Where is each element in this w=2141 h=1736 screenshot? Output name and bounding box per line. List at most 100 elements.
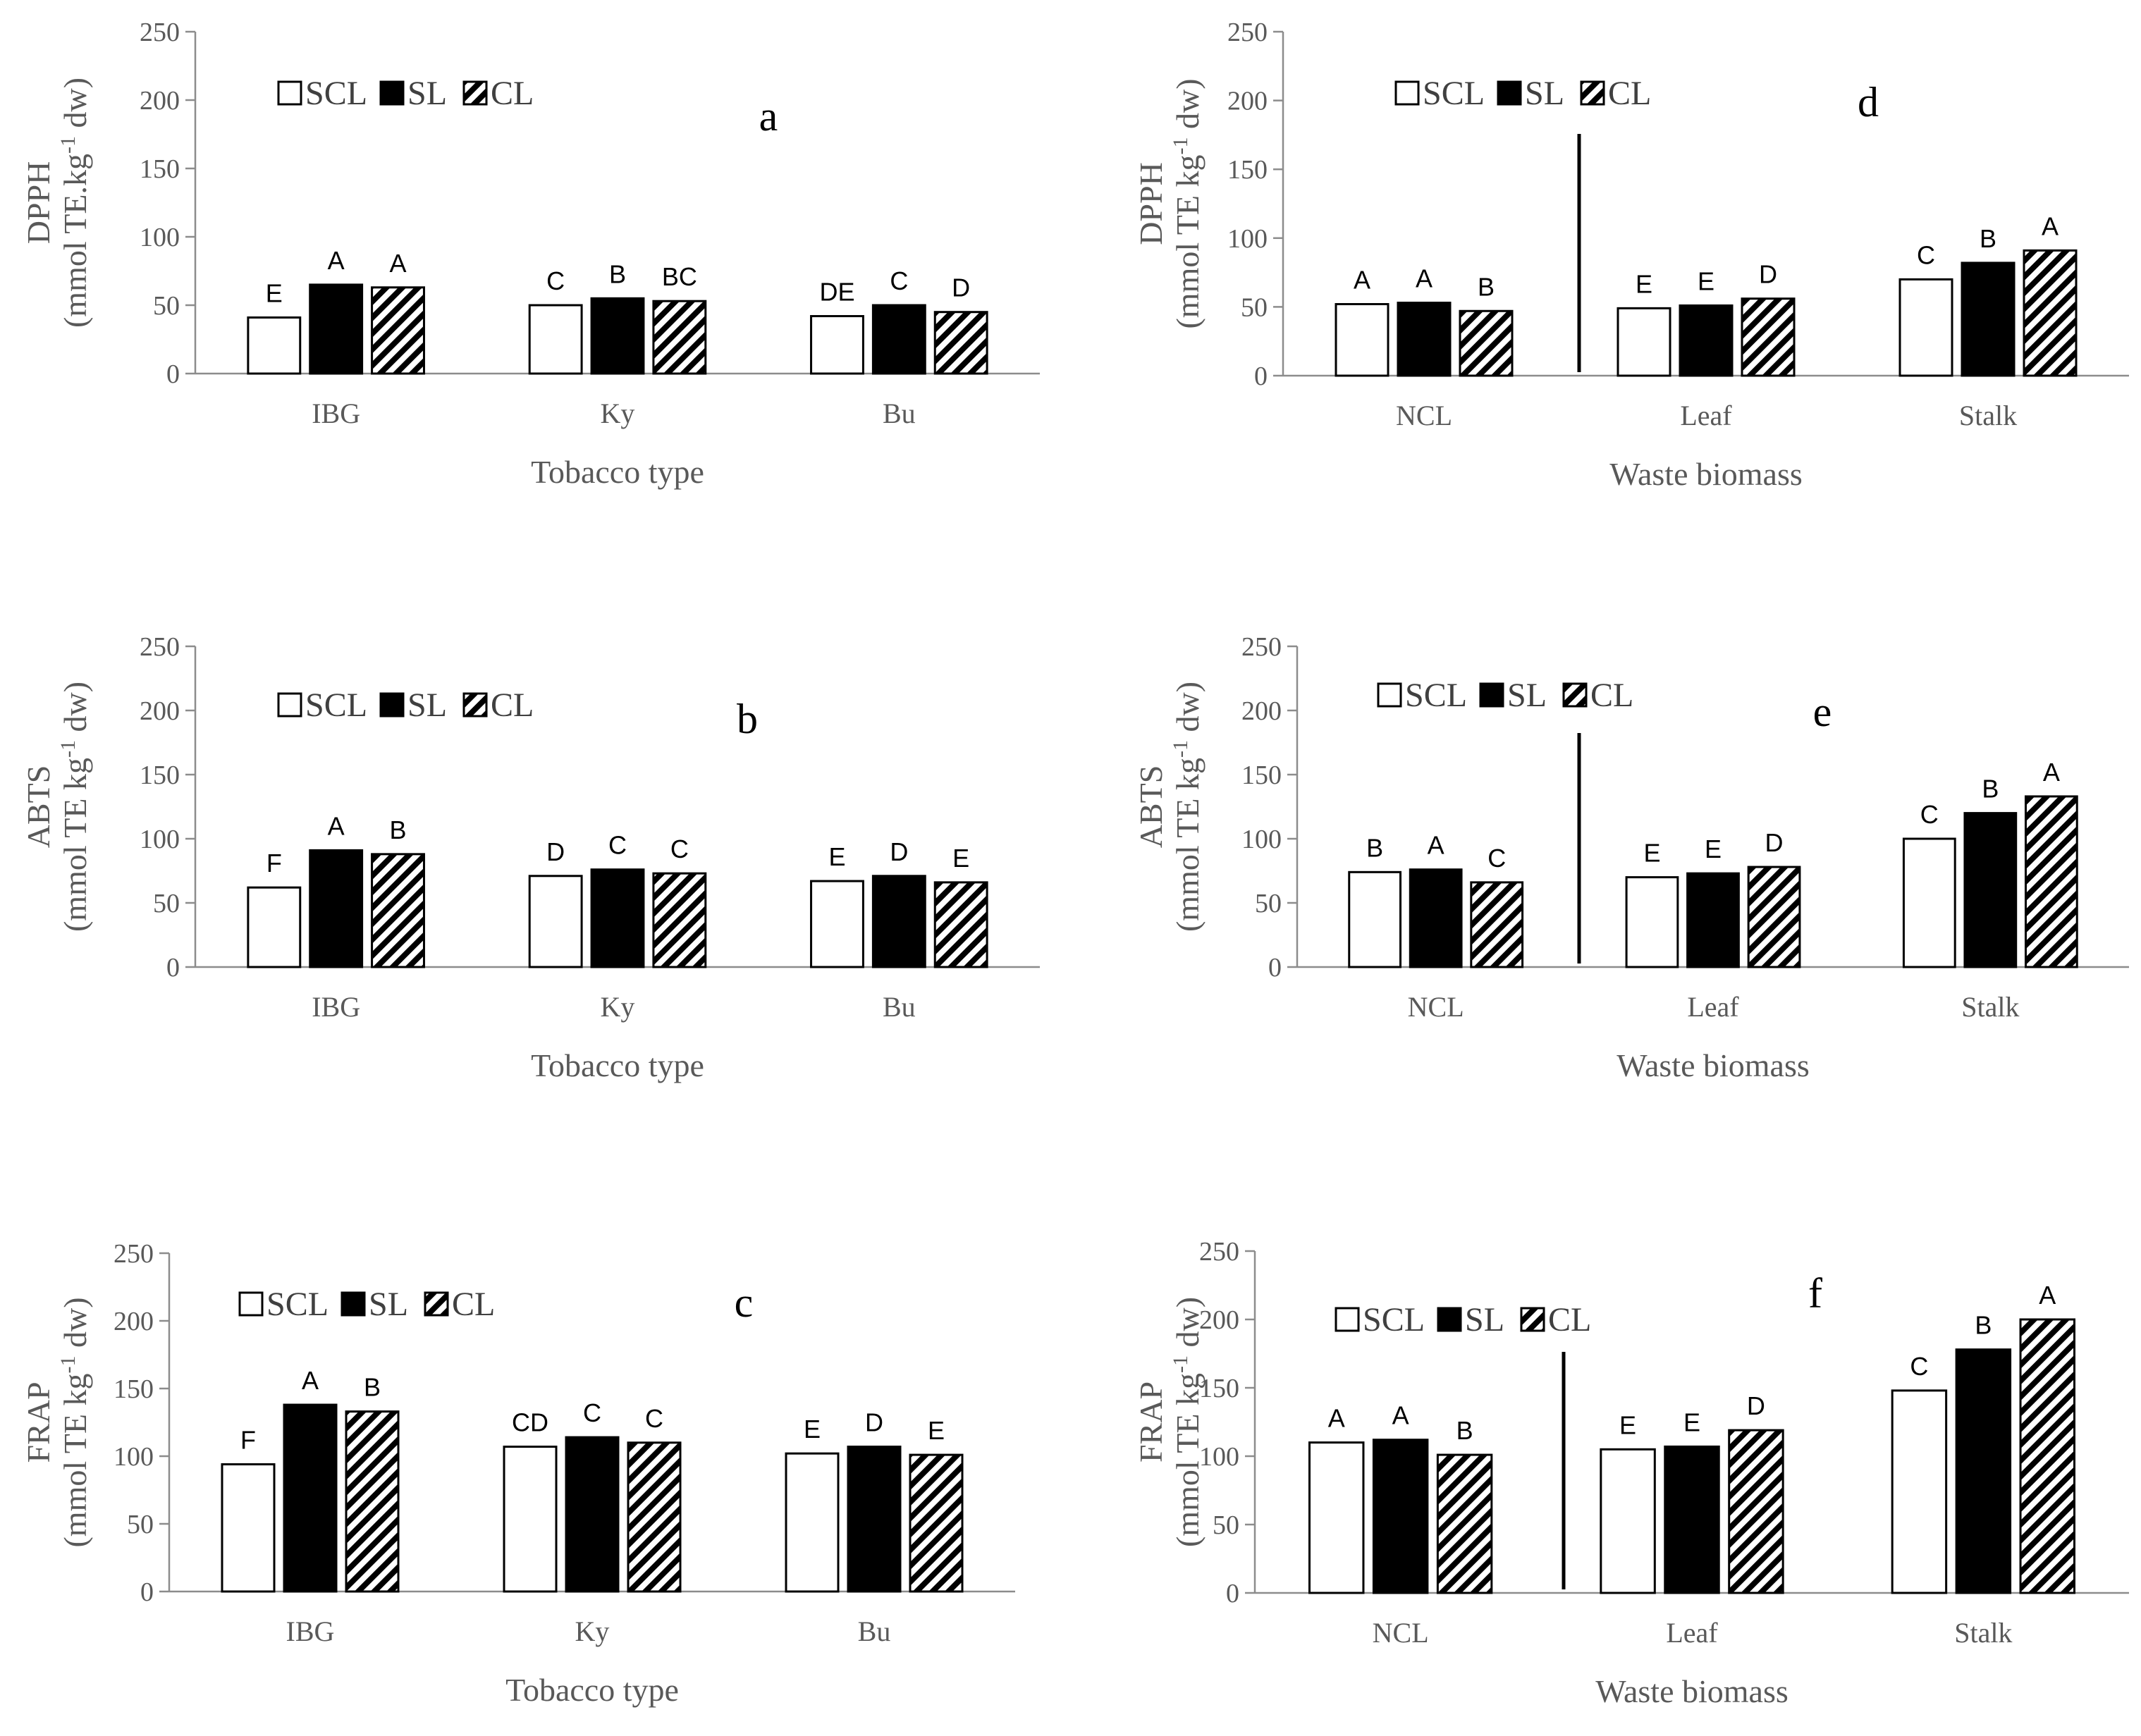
significance-letter: A bbox=[1428, 831, 1444, 860]
y-title-measure: DPPH bbox=[20, 161, 56, 245]
significance-letter: C bbox=[608, 831, 627, 860]
x-category-label: Ky bbox=[601, 991, 635, 1023]
y-tick-label: 200 bbox=[1227, 87, 1268, 116]
bar-cl-ncl bbox=[1459, 309, 1514, 377]
bar-cl-ncl bbox=[1436, 1453, 1493, 1594]
y-axis-title: FRAP(mmol TE kg-1 dw) bbox=[1133, 1297, 1206, 1547]
y-tick-label: 50 bbox=[127, 1510, 154, 1539]
bar-cl-bu bbox=[933, 881, 988, 968]
x-category-label: Stalk bbox=[1954, 1617, 2012, 1649]
y-title-superscript: -1 bbox=[56, 136, 80, 154]
legend-swatch-scl bbox=[1377, 682, 1402, 708]
bar-scl-stalk bbox=[1898, 278, 1953, 377]
bar-scl-leaf bbox=[1600, 1448, 1656, 1594]
significance-letter: C bbox=[1920, 800, 1939, 829]
bar-sl-stalk bbox=[1955, 1348, 2012, 1594]
y-title-superscript: -1 bbox=[1169, 740, 1192, 758]
x-category-label: Bu bbox=[883, 398, 916, 429]
significance-letter: C bbox=[645, 1404, 663, 1433]
legend-swatch-scl bbox=[1394, 80, 1420, 106]
bar-scl-bu bbox=[810, 880, 864, 968]
chart-panel-c: 0 50 100 150 200 250 F A B IBG CD C C Ky E D E Bu Tobacco … bbox=[20, 1239, 1015, 1708]
bar-cl-ibg bbox=[371, 853, 425, 968]
legend-swatch-cl bbox=[424, 1291, 449, 1317]
y-title-units: (mmol TE.kg bbox=[57, 154, 93, 328]
y-tick-label: 100 bbox=[140, 223, 180, 252]
legend-label-sl: SL bbox=[407, 75, 447, 112]
significance-letter: A bbox=[2042, 211, 2059, 240]
legend-swatch-sl bbox=[379, 80, 405, 106]
significance-letter: E bbox=[1698, 266, 1714, 295]
significance-letter: A bbox=[328, 811, 345, 840]
significance-letter: C bbox=[583, 1398, 601, 1427]
y-title-measure: DPPH bbox=[1133, 162, 1169, 245]
y-tick-label: 0 bbox=[140, 1577, 154, 1607]
bar-cl-ky bbox=[652, 872, 707, 968]
x-axis-title: Tobacco type bbox=[531, 454, 704, 490]
legend-label-scl: SCL bbox=[1363, 1301, 1425, 1338]
x-category-label: Stalk bbox=[1959, 400, 2017, 431]
significance-letter: A bbox=[2043, 758, 2060, 787]
significance-letter: B bbox=[1478, 272, 1495, 301]
y-tick-label: 200 bbox=[1199, 1305, 1239, 1335]
significance-letter: F bbox=[266, 849, 282, 878]
y-title-suffix: dw) bbox=[1170, 682, 1206, 740]
bar-scl-leaf bbox=[1617, 307, 1671, 377]
legend-label-scl: SCL bbox=[1405, 677, 1467, 714]
y-title-units: (mmol TE kg bbox=[1170, 155, 1206, 329]
y-tick-label: 250 bbox=[1199, 1237, 1239, 1267]
y-tick-label: 250 bbox=[1241, 632, 1282, 662]
x-category-label: Bu bbox=[883, 991, 916, 1023]
significance-letter: F bbox=[240, 1426, 256, 1455]
significance-letter: DE bbox=[819, 278, 854, 307]
panel-letter: a bbox=[759, 93, 778, 140]
significance-letter: B bbox=[1366, 833, 1383, 862]
significance-letter: D bbox=[1765, 828, 1784, 857]
bar-sl-ibg bbox=[283, 1403, 338, 1593]
significance-letter: B bbox=[1980, 224, 1996, 253]
significance-letter: A bbox=[1392, 1401, 1409, 1430]
y-tick-label: 50 bbox=[1213, 1510, 1239, 1540]
bar-cl-bu bbox=[909, 1453, 964, 1593]
x-category-label: Ky bbox=[575, 1615, 610, 1647]
x-category-label: Bu bbox=[858, 1615, 891, 1647]
y-title-superscript: -1 bbox=[1169, 1355, 1192, 1373]
legend-swatch-sl bbox=[379, 692, 405, 718]
y-title-units: (mmol TE kg bbox=[57, 758, 93, 932]
legend: SCL SL CL bbox=[1394, 75, 1651, 112]
y-tick-label: 200 bbox=[114, 1307, 154, 1336]
significance-letter: E bbox=[1643, 839, 1660, 868]
panel-letter: d bbox=[1858, 79, 1879, 125]
bar-sl-ncl bbox=[1397, 302, 1452, 377]
bar-scl-bu bbox=[785, 1452, 840, 1593]
significance-letter: A bbox=[1416, 264, 1433, 293]
significance-letter: E bbox=[928, 1416, 945, 1445]
bar-cl-ky bbox=[627, 1441, 682, 1593]
chart-panel-a: 0 50 100 150 200 250 E A A IBG C B BC Ky DE C D Bu Tobacco… bbox=[20, 18, 1040, 490]
legend: SCL SL CL bbox=[238, 1286, 495, 1323]
bar-sl-ky bbox=[590, 868, 645, 968]
significance-letter: E bbox=[952, 844, 969, 873]
x-category-label: Leaf bbox=[1680, 400, 1732, 431]
y-tick-label: 250 bbox=[140, 18, 180, 47]
legend-swatch-scl bbox=[1335, 1307, 1360, 1332]
legend-swatch-cl bbox=[1580, 80, 1605, 106]
bar-cl-leaf bbox=[1728, 1429, 1784, 1594]
significance-letter: C bbox=[890, 266, 908, 295]
significance-letter: A bbox=[2039, 1281, 2056, 1310]
y-title-measure: FRAP bbox=[1133, 1381, 1169, 1463]
bar-scl-ncl bbox=[1335, 302, 1389, 377]
y-tick-label: 100 bbox=[1199, 1442, 1239, 1472]
significance-letter: E bbox=[1705, 835, 1722, 863]
legend: SCL SL CL bbox=[277, 75, 534, 112]
x-category-label: NCL bbox=[1408, 991, 1464, 1023]
panel-letter: e bbox=[1813, 689, 1832, 735]
y-title-suffix: dw) bbox=[1170, 78, 1206, 137]
y-tick-label: 250 bbox=[140, 632, 180, 662]
y-tick-label: 50 bbox=[153, 889, 180, 918]
bar-sl-ibg bbox=[309, 849, 364, 968]
x-category-label: Ky bbox=[601, 398, 635, 429]
panel-letter: c bbox=[735, 1279, 754, 1326]
legend: SCL SL CL bbox=[1377, 677, 1633, 714]
x-category-label: NCL bbox=[1396, 400, 1452, 431]
